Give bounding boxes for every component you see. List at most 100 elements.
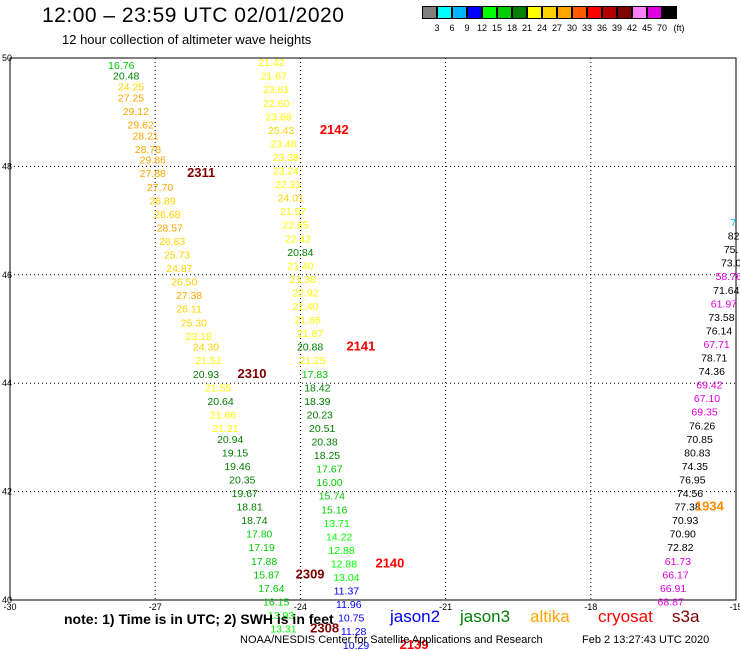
footer-note: note: 1) Time is in UTC; 2) SWH is in fe… <box>64 611 334 627</box>
pass-time-label: 2310 <box>238 366 267 381</box>
wave-height-value: 69.42 <box>696 380 722 392</box>
wave-height-value: 76.14 <box>706 325 732 337</box>
latitude-tick-label: 48 <box>2 161 12 171</box>
wave-height-value: 18.25 <box>314 450 340 462</box>
legend-label: 18 <box>506 23 518 33</box>
wave-height-value: 18.74 <box>241 515 267 527</box>
wave-height-value: 77.38 <box>674 502 700 514</box>
wave-height-value: 11.96 <box>336 599 362 611</box>
wave-height-value: 17.67 <box>316 464 342 476</box>
wave-height-value: 10.75 <box>338 613 364 625</box>
pass-time-label: 2139 <box>400 637 429 650</box>
wave-height-value: 66.91 <box>660 583 686 595</box>
wave-height-value: 28.21 <box>132 130 158 142</box>
pass-time-label: 2311 <box>187 165 215 180</box>
wave-height-value: 15.16 <box>321 504 347 516</box>
wave-height-value: 61.97 <box>711 298 737 310</box>
wave-height-value: 70.85 <box>687 434 713 446</box>
wave-height-value: 82 <box>728 231 740 243</box>
wave-height-value: 16.76 <box>108 60 134 72</box>
wave-height-value: 20.84 <box>287 247 313 259</box>
wave-height-value: 58.76 <box>716 271 740 283</box>
wave-height-value: 18.42 <box>304 382 330 394</box>
wave-height-value: 25.43 <box>268 125 294 137</box>
wave-height-value: 76.95 <box>679 474 705 486</box>
wave-height-value: 69.35 <box>691 407 717 419</box>
wave-height-value: 13.93 <box>268 610 294 622</box>
wave-height-value: 22.42 <box>285 233 311 245</box>
wave-height-value: 22.65 <box>282 220 308 232</box>
pass-time-label: 2141 <box>346 339 375 354</box>
wave-height-value: 20.88 <box>297 342 323 354</box>
legend-label: 27 <box>551 23 563 33</box>
wave-height-value: 26.11 <box>176 304 202 316</box>
wave-height-value: 7 <box>731 217 737 229</box>
wave-height-value: 17.19 <box>249 542 275 554</box>
wave-height-value: 21.66 <box>295 315 321 327</box>
legend-swatch <box>512 6 527 19</box>
wave-height-value: 74.56 <box>677 488 703 500</box>
longitude-tick-label: -15 <box>729 602 740 612</box>
satellite-legend-jason2: jason2 <box>390 607 441 626</box>
legend-swatch <box>482 6 497 19</box>
satellite-legend-cryosat: cryosat <box>598 607 653 626</box>
satellite-legend-s3a: s3a <box>672 607 700 626</box>
latitude-tick-label: 44 <box>2 378 12 388</box>
wave-height-value: 27.25 <box>118 92 144 104</box>
wave-height-value: 27.38 <box>176 290 202 302</box>
wave-height-value: 11.28 <box>341 626 367 638</box>
wave-height-value: 28.78 <box>135 144 161 156</box>
wave-height-value: 15.74 <box>319 491 345 503</box>
wave-height-value: 26.83 <box>159 236 185 248</box>
wave-height-value: 29.12 <box>123 106 149 118</box>
pass-time-label: 2308 <box>310 621 339 636</box>
legend-label: 6 <box>449 23 455 33</box>
legend-swatch <box>422 6 437 19</box>
wave-height-value: 21.66 <box>210 409 236 421</box>
wave-height-value: 23.61 <box>263 84 289 96</box>
wave-height-value: 19.15 <box>222 447 248 459</box>
wave-height-value: 21.40 <box>287 260 313 272</box>
wave-height-value: 20.51 <box>309 423 335 435</box>
wave-height-value: 23.68 <box>265 111 291 123</box>
map-subtitle: 12 hour collection of altimeter wave hei… <box>62 32 312 47</box>
wave-height-value: 18.81 <box>236 502 262 514</box>
wave-height-value: 24.30 <box>193 342 219 354</box>
wave-height-value: 66.17 <box>662 569 688 581</box>
satellite-legend-jason3: jason3 <box>460 607 511 626</box>
wave-height-value: 21.51 <box>195 355 221 367</box>
wave-height-value: 74.35 <box>682 461 708 473</box>
wave-height-value: 22.31 <box>275 179 301 191</box>
wave-height-value: 67.10 <box>694 393 720 405</box>
legend-label: 70 <box>656 23 668 33</box>
wave-height-value: 20.94 <box>217 434 243 446</box>
pass-time-label: 2142 <box>320 122 349 137</box>
pass-time-label: 1934 <box>695 499 725 514</box>
legend-swatch <box>602 6 617 19</box>
wave-height-value: 21.42 <box>258 57 284 69</box>
wave-height-value: 21.40 <box>292 301 318 313</box>
wave-height-value: 17.64 <box>258 583 284 595</box>
wave-height-value: 22.60 <box>263 98 289 110</box>
wave-height-value: 25.73 <box>164 250 190 262</box>
credit-line: NOAA/NESDIS Center for Satellite Applica… <box>240 634 543 646</box>
wave-height-value: 80.83 <box>684 447 710 459</box>
wave-height-value: 71.64 <box>713 285 739 297</box>
legend-swatch <box>617 6 632 19</box>
wave-height-value: 16.15 <box>263 596 289 608</box>
wave-height-value: 76.26 <box>689 420 715 432</box>
wave-height-value: 20.48 <box>113 71 139 83</box>
legend-label: 24 <box>536 23 548 33</box>
legend-label: (ft) <box>673 23 685 33</box>
wave-height-value: 21.21 <box>212 423 238 435</box>
wave-height-value: 20.23 <box>307 409 333 421</box>
wave-height-value: 24.25 <box>118 82 144 94</box>
longitude-tick-label: -27 <box>149 602 162 612</box>
wave-height-value: 16.00 <box>316 477 342 489</box>
latitude-tick-label: 50 <box>2 53 12 63</box>
wave-height-value: 17.80 <box>246 529 272 541</box>
legend-label: 45 <box>641 23 653 33</box>
wave-height-value: 20.93 <box>193 369 219 381</box>
legend-label: 33 <box>581 23 593 33</box>
